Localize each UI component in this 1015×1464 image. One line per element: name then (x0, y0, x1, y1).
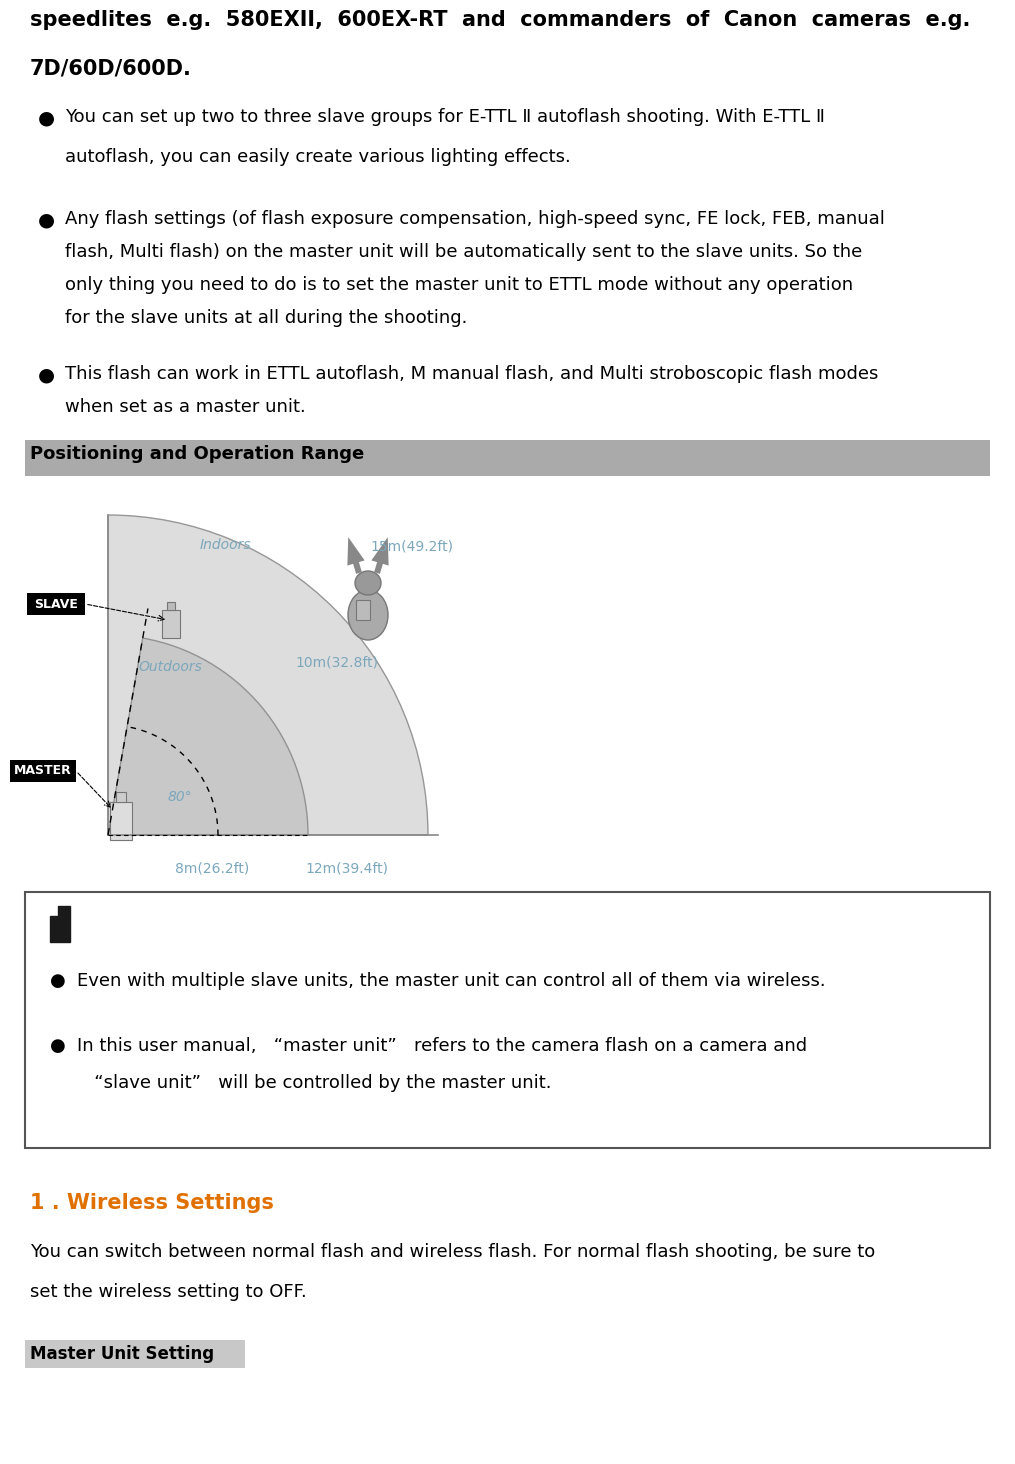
Bar (25, 441, 990, 476)
Text: for the slave units at all during the shooting.: for the slave units at all during the sh… (65, 309, 467, 326)
Text: only thing you need to do is to set the master unit to ETTL mode without any ope: only thing you need to do is to set the … (65, 277, 854, 294)
Text: 8m(26.2ft): 8m(26.2ft) (175, 862, 250, 875)
Bar (50, 916, 70, 941)
Text: 80°: 80° (168, 791, 193, 804)
Wedge shape (108, 515, 428, 834)
Text: In this user manual,   “master unit”   refers to the camera flash on a camera an: In this user manual, “master unit” refer… (77, 1037, 807, 1056)
Bar (27, 593, 85, 615)
Text: Positioning and Operation Range: Positioning and Operation Range (30, 445, 364, 463)
Text: Indoors: Indoors (200, 537, 252, 552)
Text: when set as a master unit.: when set as a master unit. (65, 398, 306, 416)
Wedge shape (108, 638, 308, 834)
Text: You can switch between normal flash and wireless flash. For normal flash shootin: You can switch between normal flash and … (30, 1243, 875, 1261)
Bar (58, 906, 70, 916)
Text: SLAVE: SLAVE (35, 597, 78, 610)
Text: 15m(49.2ft): 15m(49.2ft) (370, 540, 453, 553)
Text: “slave unit”   will be controlled by the master unit.: “slave unit” will be controlled by the m… (77, 1075, 551, 1092)
Text: 12m(39.4ft): 12m(39.4ft) (304, 862, 388, 875)
Text: Even with multiple slave units, the master unit can control all of them via wire: Even with multiple slave units, the mast… (77, 972, 825, 990)
Text: Outdoors: Outdoors (138, 660, 202, 673)
FancyArrow shape (347, 537, 364, 574)
Text: set the wireless setting to OFF.: set the wireless setting to OFF. (30, 1282, 307, 1301)
Bar (25, 1340, 245, 1367)
Bar (167, 602, 175, 610)
Text: Any flash settings (of flash exposure compensation, high-speed sync, FE lock, FE: Any flash settings (of flash exposure co… (65, 209, 885, 228)
Text: This flash can work in ETTL autoflash, M manual flash, and Multi stroboscopic fl: This flash can work in ETTL autoflash, M… (65, 365, 878, 384)
Ellipse shape (348, 590, 388, 640)
Text: ●: ● (50, 972, 66, 990)
Text: 10m(32.8ft): 10m(32.8ft) (295, 654, 378, 669)
Text: MASTER: MASTER (14, 764, 72, 777)
Text: speedlites  e.g.  580EXII,  600EX-RT  and  commanders  of  Canon  cameras  e.g.: speedlites e.g. 580EXII, 600EX-RT and co… (30, 10, 970, 29)
Text: ●: ● (38, 108, 55, 127)
Text: 1 . Wireless Settings: 1 . Wireless Settings (30, 1193, 274, 1214)
Text: flash, Multi flash) on the master unit will be automatically sent to the slave u: flash, Multi flash) on the master unit w… (65, 243, 863, 261)
Bar (10, 760, 76, 782)
Bar (116, 792, 126, 802)
Bar (110, 802, 132, 840)
Text: ●: ● (38, 209, 55, 228)
Bar (162, 610, 180, 638)
Text: Master Unit Setting: Master Unit Setting (30, 1345, 214, 1363)
Bar (356, 600, 370, 619)
Text: autoflash, you can easily create various lighting effects.: autoflash, you can easily create various… (65, 148, 570, 165)
Text: ●: ● (38, 365, 55, 384)
Ellipse shape (355, 571, 381, 594)
Bar (25, 892, 990, 1148)
FancyArrow shape (371, 537, 389, 574)
Text: ●: ● (50, 1037, 66, 1056)
Text: 7D/60D/600D.: 7D/60D/600D. (30, 59, 192, 78)
Text: You can set up two to three slave groups for E-TTL Ⅱ autoflash shooting. With E-: You can set up two to three slave groups… (65, 108, 825, 126)
